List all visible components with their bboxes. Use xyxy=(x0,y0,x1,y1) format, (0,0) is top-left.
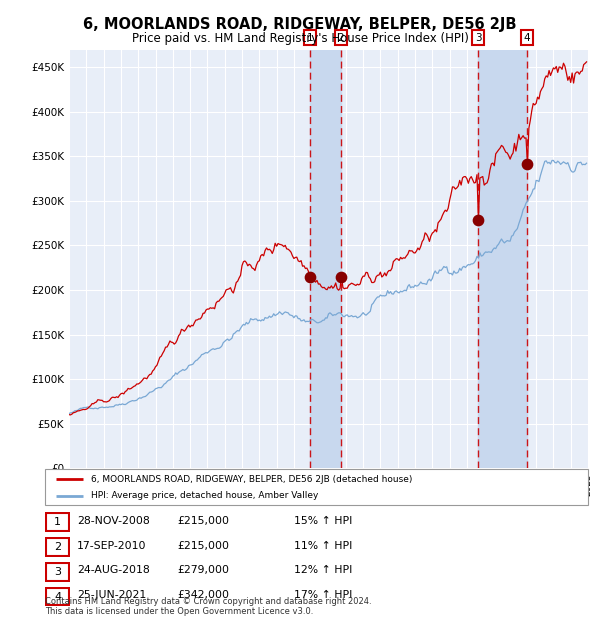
Text: 3: 3 xyxy=(54,567,61,577)
Text: 1: 1 xyxy=(54,517,61,527)
Point xyxy=(473,215,483,224)
Text: 6, MOORLANDS ROAD, RIDGEWAY, BELPER, DE56 2JB: 6, MOORLANDS ROAD, RIDGEWAY, BELPER, DE5… xyxy=(83,17,517,32)
Text: 2: 2 xyxy=(337,33,344,43)
Text: 11% ↑ HPI: 11% ↑ HPI xyxy=(294,541,352,551)
Text: 3: 3 xyxy=(475,33,481,43)
Text: HPI: Average price, detached house, Amber Valley: HPI: Average price, detached house, Ambe… xyxy=(91,491,319,500)
Text: 24-AUG-2018: 24-AUG-2018 xyxy=(77,565,149,575)
FancyBboxPatch shape xyxy=(45,469,588,505)
FancyBboxPatch shape xyxy=(46,563,69,580)
Text: 6, MOORLANDS ROAD, RIDGEWAY, BELPER, DE56 2JB (detached house): 6, MOORLANDS ROAD, RIDGEWAY, BELPER, DE5… xyxy=(91,474,413,484)
Text: 17-SEP-2010: 17-SEP-2010 xyxy=(77,541,146,551)
FancyBboxPatch shape xyxy=(46,588,69,605)
Text: 2: 2 xyxy=(54,542,61,552)
Text: 28-NOV-2008: 28-NOV-2008 xyxy=(77,516,149,526)
FancyBboxPatch shape xyxy=(46,538,69,556)
Text: £279,000: £279,000 xyxy=(177,565,229,575)
Point xyxy=(336,272,346,281)
Text: This data is licensed under the Open Government Licence v3.0.: This data is licensed under the Open Gov… xyxy=(45,607,313,616)
Point xyxy=(305,272,314,281)
Text: 15% ↑ HPI: 15% ↑ HPI xyxy=(294,516,352,526)
Text: 1: 1 xyxy=(307,33,313,43)
Text: Price paid vs. HM Land Registry's House Price Index (HPI): Price paid vs. HM Land Registry's House … xyxy=(131,32,469,45)
Text: £215,000: £215,000 xyxy=(177,516,229,526)
Text: 17% ↑ HPI: 17% ↑ HPI xyxy=(294,590,352,600)
FancyBboxPatch shape xyxy=(46,513,69,531)
Bar xyxy=(310,50,341,468)
Text: £215,000: £215,000 xyxy=(177,541,229,551)
Text: 4: 4 xyxy=(524,33,530,43)
Text: 12% ↑ HPI: 12% ↑ HPI xyxy=(294,565,352,575)
Text: £342,000: £342,000 xyxy=(177,590,229,600)
Text: 4: 4 xyxy=(54,591,61,601)
Text: Contains HM Land Registry data © Crown copyright and database right 2024.: Contains HM Land Registry data © Crown c… xyxy=(45,597,371,606)
Point xyxy=(523,159,532,169)
Bar xyxy=(478,50,527,468)
Text: 25-JUN-2021: 25-JUN-2021 xyxy=(77,590,146,600)
